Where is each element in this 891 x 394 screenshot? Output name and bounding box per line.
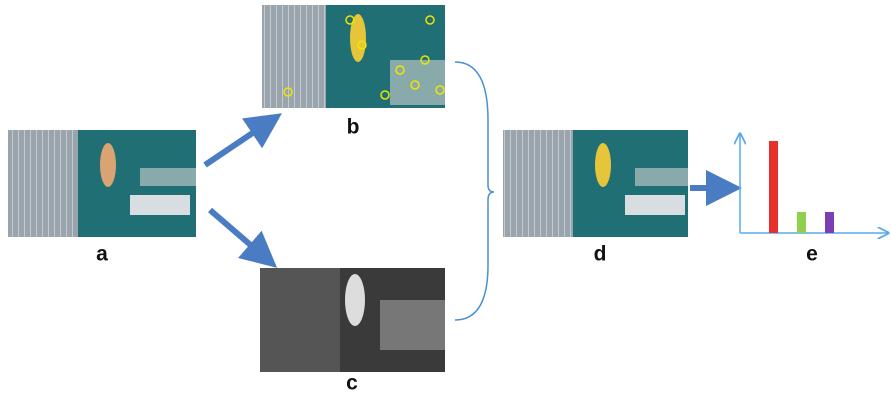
label-e: e bbox=[806, 243, 818, 266]
histogram-e bbox=[740, 134, 888, 233]
arrow bbox=[205, 120, 272, 165]
image-b bbox=[262, 5, 445, 108]
image-d bbox=[503, 130, 688, 237]
diagram: a b c d e bbox=[0, 0, 891, 394]
image-c bbox=[260, 268, 445, 372]
label-b: b bbox=[347, 116, 360, 139]
label-a: a bbox=[96, 243, 108, 266]
image-a bbox=[8, 130, 196, 237]
label-d: d bbox=[594, 243, 607, 266]
label-c: c bbox=[346, 372, 358, 394]
bracket bbox=[455, 62, 494, 320]
arrow bbox=[210, 210, 268, 260]
